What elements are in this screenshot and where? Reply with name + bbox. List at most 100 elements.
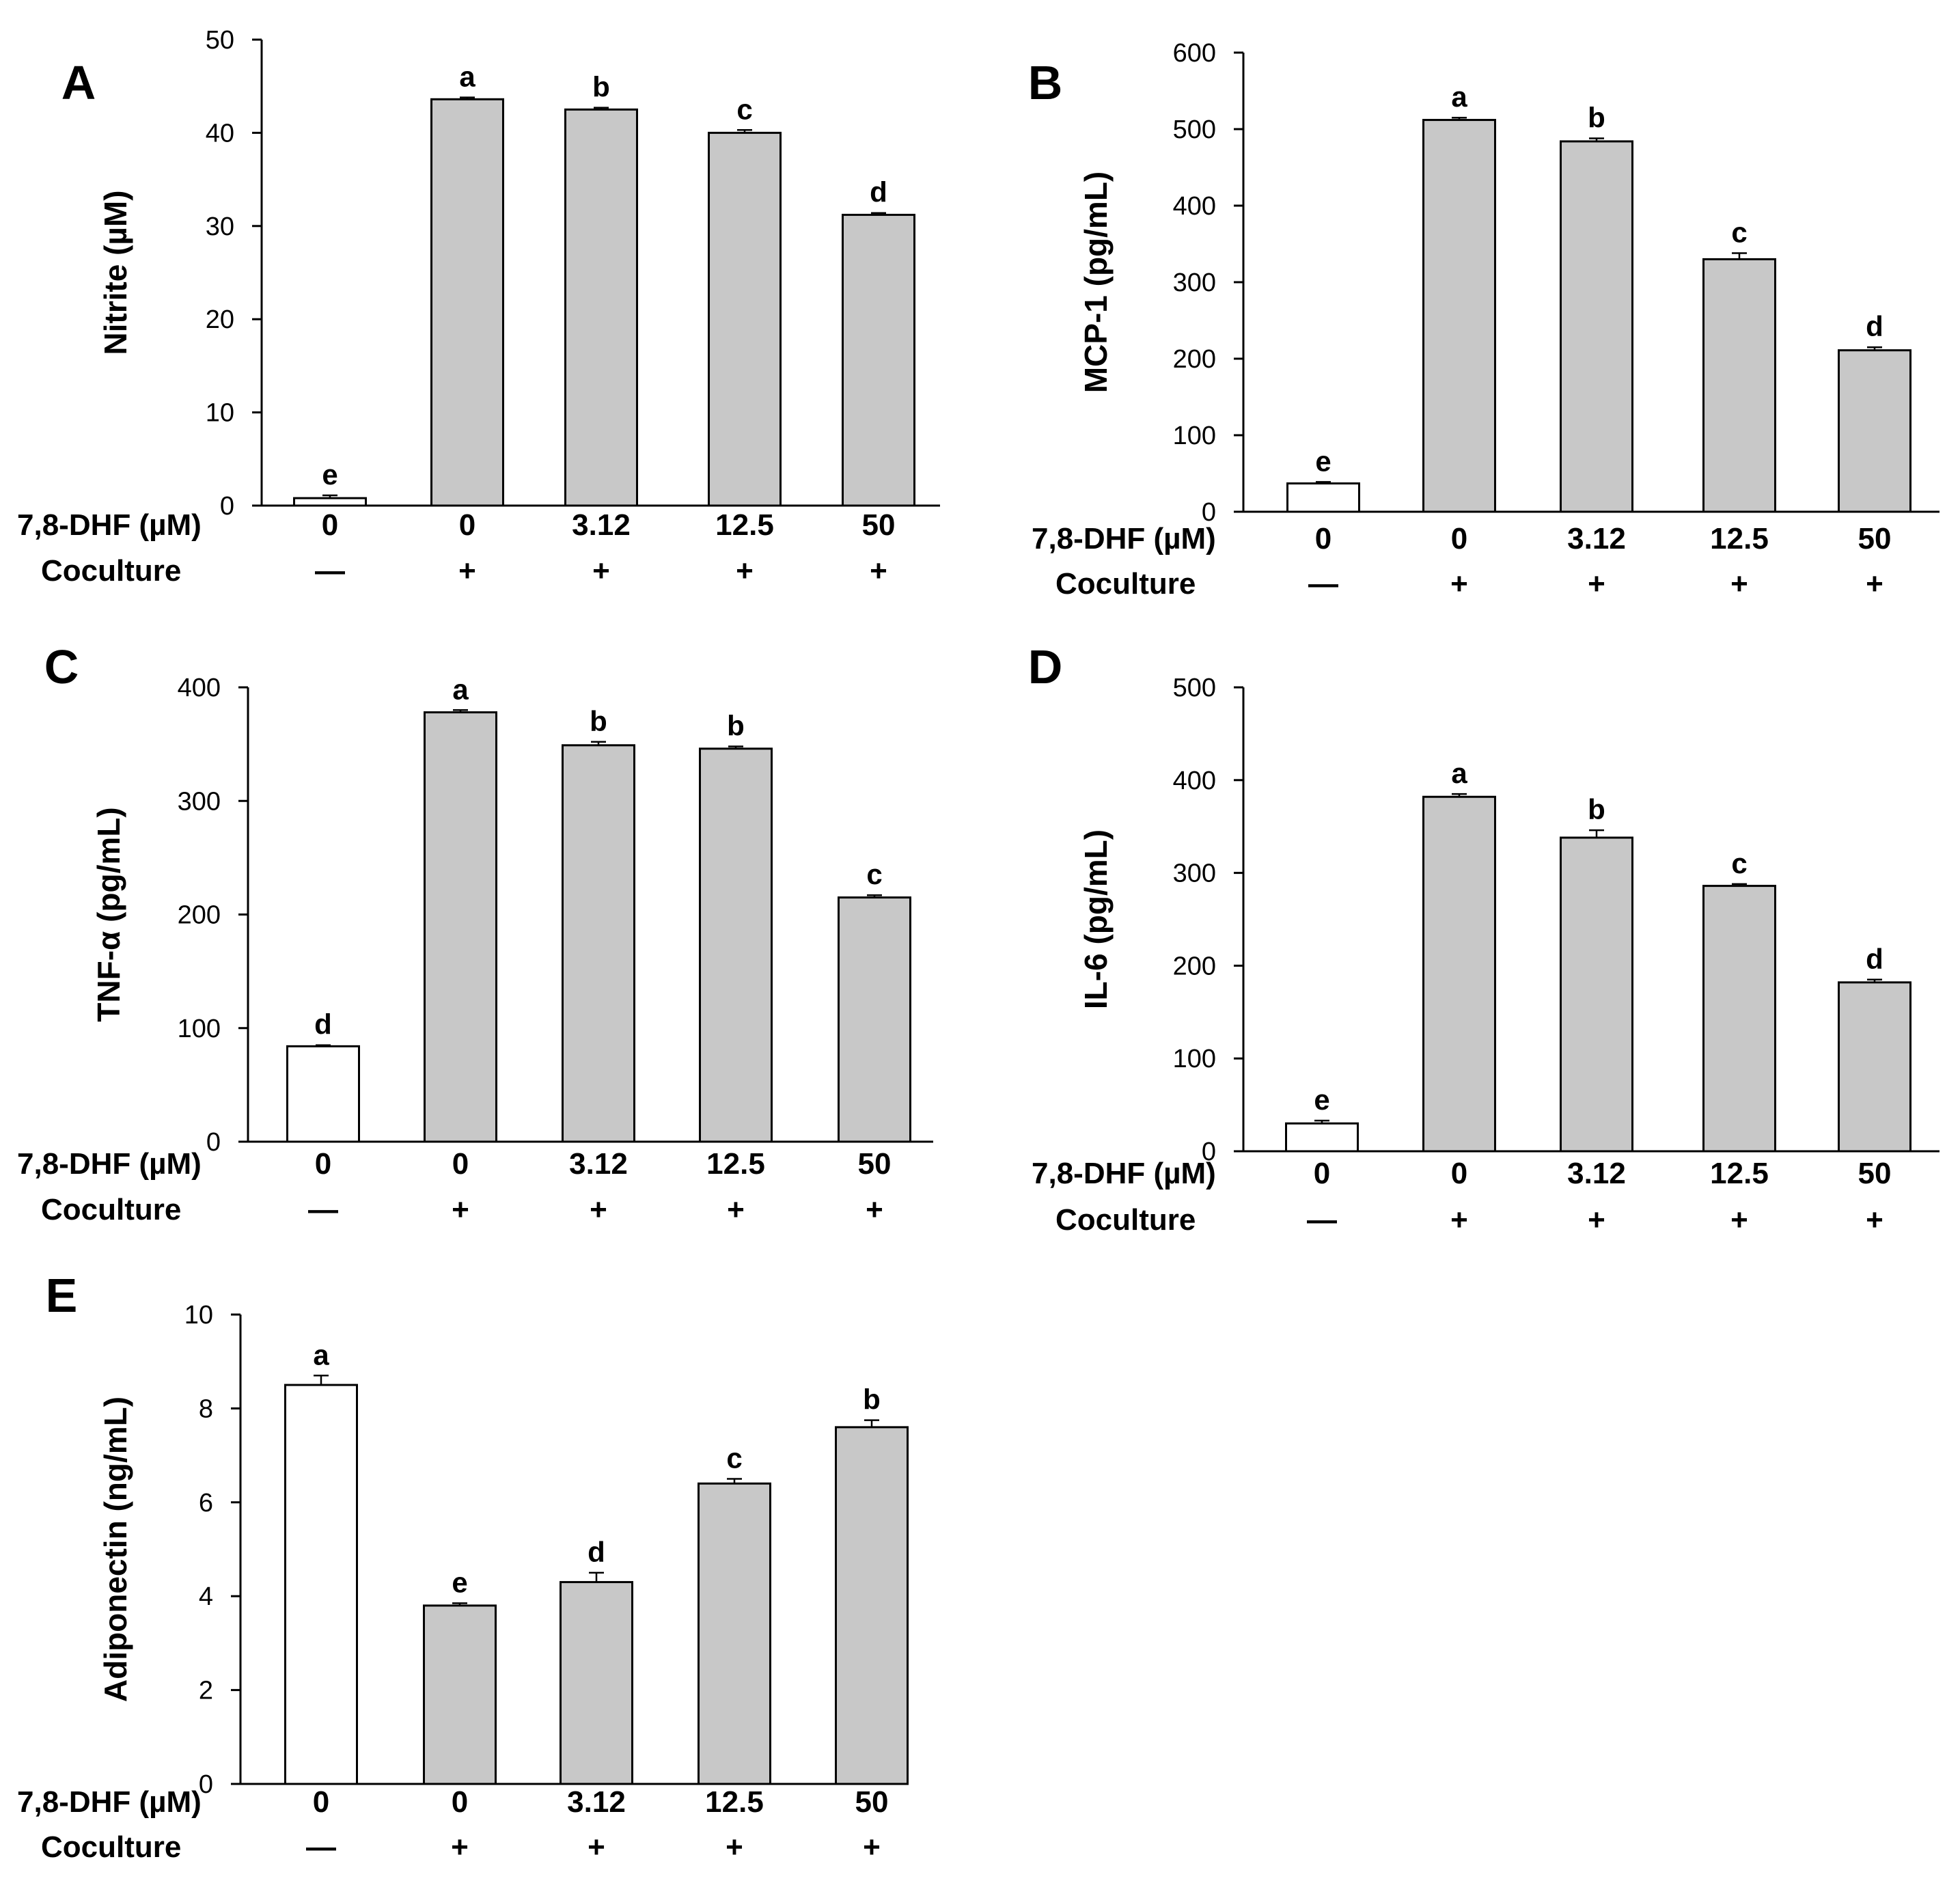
panel-c-ytick-label: 0 bbox=[206, 1128, 221, 1157]
panel-b-coculture-label: + bbox=[1588, 567, 1605, 601]
panel-e-bar bbox=[560, 1581, 633, 1785]
panel-a-dose-label: 0 bbox=[322, 508, 338, 542]
panel-e-letter: E bbox=[46, 1269, 78, 1322]
panel-d-coculture-row-label: Coculture bbox=[1055, 1203, 1196, 1237]
panel-b-ytick-label: 300 bbox=[1173, 269, 1216, 297]
panel-a-letter: A bbox=[61, 56, 96, 109]
panel-d-coculture-label: + bbox=[1866, 1203, 1883, 1237]
panel-a-bar bbox=[708, 131, 782, 507]
panel-c-coculture-row-label: Coculture bbox=[41, 1193, 181, 1226]
panel-a-ytick-label: 40 bbox=[206, 119, 234, 148]
panel-a-coculture-row-label: Coculture bbox=[41, 554, 181, 588]
panel-b-ytick-label: 500 bbox=[1173, 115, 1216, 144]
panel-c-bar bbox=[424, 711, 497, 1143]
panel-a-significance-letter: e bbox=[322, 458, 337, 491]
panel-a-coculture-label: + bbox=[736, 554, 754, 588]
panel-b-coculture-label: — bbox=[1308, 567, 1338, 601]
panel-a-ytick-label: 10 bbox=[206, 399, 234, 428]
panel-e-dose-label: 50 bbox=[855, 1785, 889, 1819]
panel-d-bar bbox=[1285, 1122, 1359, 1153]
panel-b-bar bbox=[1838, 349, 1911, 513]
panel-b-bar bbox=[1560, 140, 1633, 513]
panel-e-significance-letter: c bbox=[726, 1442, 742, 1474]
panel-b-ytick-label: 200 bbox=[1173, 345, 1216, 374]
panel-d-bar bbox=[1702, 885, 1776, 1153]
panel-b-dose-label: 3.12 bbox=[1567, 522, 1626, 555]
panel-b-dose-label: 12.5 bbox=[1710, 522, 1769, 555]
panel-b-coculture-row-label: Coculture bbox=[1055, 567, 1196, 601]
panel-c-dose-label: 12.5 bbox=[706, 1147, 765, 1181]
panel-c-ytick-label: 400 bbox=[178, 674, 221, 702]
panel-a-dose-label: 3.12 bbox=[572, 508, 631, 542]
panel-a-bar bbox=[293, 497, 367, 507]
panel-e-bar bbox=[423, 1604, 497, 1785]
panel-d-significance-letter: e bbox=[1314, 1084, 1329, 1116]
panel-b-dose-label: 0 bbox=[1451, 522, 1467, 555]
panel-e-coculture-label: + bbox=[588, 1830, 605, 1864]
panel-e-coculture-label: — bbox=[306, 1830, 336, 1864]
panel-a-coculture-label: + bbox=[592, 554, 610, 588]
panel-e-coculture-label: + bbox=[726, 1830, 743, 1864]
panel-a-ytick-label: 20 bbox=[206, 305, 234, 334]
panel-d-dose-label: 3.12 bbox=[1567, 1157, 1626, 1190]
panel-c-ytick-label: 100 bbox=[178, 1015, 221, 1043]
panel-a-significance-letter: b bbox=[592, 71, 610, 103]
panel-c-bar bbox=[562, 744, 635, 1143]
panel-b-y-axis-label: MCP-1 (pg/mL) bbox=[1078, 171, 1114, 394]
panel-d-ytick-label: 300 bbox=[1173, 860, 1216, 888]
panel-c-coculture-label: + bbox=[727, 1193, 745, 1226]
panel-b-significance-letter: c bbox=[1731, 216, 1747, 248]
panel-d-ytick-label: 200 bbox=[1173, 952, 1216, 980]
panel-c-coculture-label: — bbox=[308, 1193, 338, 1226]
panel-e-coculture-label: + bbox=[451, 1830, 469, 1864]
panel-c-significance-letter: c bbox=[866, 858, 882, 890]
panel-b-dose-label: 0 bbox=[1315, 522, 1331, 555]
panel-d-ytick-label: 0 bbox=[1202, 1138, 1216, 1166]
panel-c-dose-label: 50 bbox=[858, 1147, 892, 1181]
panel-a-dose-row-label: 7,8-DHF (µM) bbox=[17, 508, 202, 542]
panel-d-dose-label: 50 bbox=[1858, 1157, 1892, 1190]
panel-e-ytick-label: 0 bbox=[199, 1770, 213, 1799]
panel-b-ytick-label: 600 bbox=[1173, 39, 1216, 68]
panel-b-ytick-label: 100 bbox=[1173, 422, 1216, 450]
panel-e-bar bbox=[284, 1384, 358, 1785]
panel-e-ytick-label: 4 bbox=[199, 1582, 213, 1611]
panel-e-dose-label: 0 bbox=[452, 1785, 468, 1819]
panel-e-bar bbox=[835, 1426, 909, 1785]
panel-d-dose-label: 12.5 bbox=[1710, 1157, 1769, 1190]
panel-b-bar bbox=[1422, 119, 1496, 513]
panel-a-dose-label: 0 bbox=[459, 508, 475, 542]
panel-c-letter: C bbox=[44, 640, 79, 693]
panel-a-dose-label: 50 bbox=[862, 508, 896, 542]
panel-b-significance-letter: a bbox=[1451, 81, 1467, 113]
panel-a-bar bbox=[842, 213, 915, 507]
panel-b-significance-letter: b bbox=[1588, 101, 1605, 133]
panel-a-ytick-label: 30 bbox=[206, 212, 234, 241]
panel-a-bar bbox=[430, 98, 504, 507]
panel-c-significance-letter: b bbox=[727, 709, 745, 741]
panel-d-bar bbox=[1422, 795, 1496, 1153]
panel-e-coculture-row-label: Coculture bbox=[41, 1830, 181, 1864]
panel-e-ytick-label: 10 bbox=[184, 1301, 213, 1330]
panel-b-coculture-label: + bbox=[1450, 567, 1468, 601]
panel-d-coculture-label: + bbox=[1450, 1203, 1468, 1237]
panel-c-bar bbox=[838, 896, 911, 1143]
panel-d-ytick-label: 100 bbox=[1173, 1045, 1216, 1073]
panel-b-ytick-label: 400 bbox=[1173, 192, 1216, 221]
panel-c-significance-letter: d bbox=[314, 1008, 332, 1041]
panel-e-ytick-label: 8 bbox=[199, 1394, 213, 1423]
panel-a-dose-label: 12.5 bbox=[715, 508, 774, 542]
panel-c-ytick-label: 300 bbox=[178, 787, 221, 816]
panel-d-coculture-label: + bbox=[1730, 1203, 1748, 1237]
panel-c-coculture-label: + bbox=[452, 1193, 469, 1226]
panel-c-dose-label: 0 bbox=[452, 1147, 469, 1181]
panel-c-dose-row-label: 7,8-DHF (µM) bbox=[17, 1147, 202, 1181]
panel-c-coculture-label: + bbox=[866, 1193, 883, 1226]
panel-e-dose-label: 3.12 bbox=[567, 1785, 626, 1819]
panel-e-significance-letter: a bbox=[313, 1338, 329, 1371]
panel-a-significance-letter: a bbox=[459, 61, 475, 93]
panel-d-coculture-label: — bbox=[1307, 1203, 1337, 1237]
panel-e-y-axis-label: Adiponectin (ng/mL) bbox=[98, 1397, 133, 1702]
panel-e-dose-label: 12.5 bbox=[705, 1785, 764, 1819]
panel-c-y-axis-label: TNF-α (pg/mL) bbox=[91, 807, 126, 1021]
